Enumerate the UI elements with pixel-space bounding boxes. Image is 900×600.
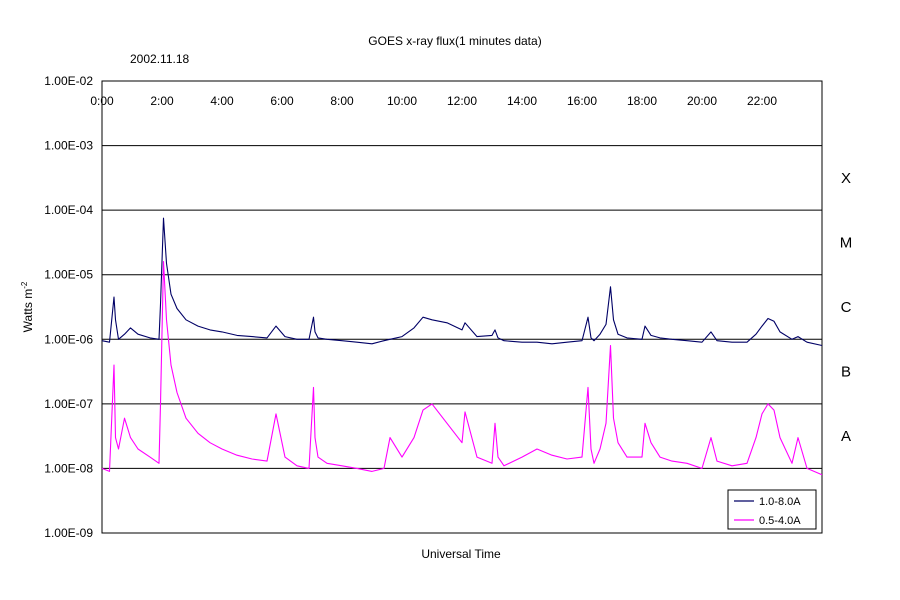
plot-area-border	[101, 80, 823, 534]
legend-box	[727, 489, 817, 530]
y-tick-label: 1.00E-02	[44, 74, 93, 88]
x-tick-label: 0:00	[90, 94, 114, 108]
flare-class-a: A	[841, 428, 851, 445]
y-tick-label: 1.00E-05	[44, 268, 93, 282]
flare-class-c: C	[841, 299, 852, 316]
x-tick-label: 8:00	[330, 94, 354, 108]
x-tick-label: 10:00	[387, 94, 417, 108]
x-tick-label: 12:00	[447, 94, 477, 108]
horizontal-gridlines	[102, 145, 822, 469]
series-line-05-4A	[101, 260, 823, 476]
x-tick-label: 22:00	[747, 94, 777, 108]
flare-class-x: X	[841, 170, 851, 187]
x-tick-label: 14:00	[507, 94, 537, 108]
chart-date: 2002.11.18	[130, 52, 189, 66]
y-tick-label: 1.00E-03	[44, 139, 93, 153]
x-tick-label: 4:00	[210, 94, 234, 108]
y-axis-tick-labels: 1.00E-02 1.00E-03 1.00E-04 1.00E-05 1.00E-06…	[44, 74, 93, 540]
chart-title: GOES x-ray flux(1 minutes data)	[368, 34, 541, 48]
y-tick-label: 1.00E-08	[44, 461, 93, 475]
series-line-1-8A	[101, 217, 823, 347]
flare-class-m: M	[840, 234, 853, 251]
x-tick-label: 6:00	[270, 94, 294, 108]
x-tick-label: 20:00	[687, 94, 717, 108]
flare-class-b: B	[841, 364, 851, 381]
data-series	[101, 217, 823, 476]
x-tick-label: 16:00	[567, 94, 597, 108]
y-tick-label: 1.00E-06	[44, 332, 93, 346]
x-axis-tick-labels: 0:00 2:00 4:00 6:00 8:00 10:00 12:00 14:00 16:00…	[90, 94, 777, 108]
y-axis-label-text: Watts m	[21, 289, 35, 333]
flare-class-labels: X M C B A	[840, 170, 853, 445]
y-tick-label: 1.00E-04	[44, 203, 93, 217]
legend-label-1-8A: 1.0-8.0A	[759, 496, 801, 508]
x-tick-label: 18:00	[627, 94, 657, 108]
legend: 1.0-8.0A 0.5-4.0A	[727, 489, 817, 530]
y-axis-label-exponent: -2	[20, 281, 29, 289]
x-tick-label: 2:00	[150, 94, 174, 108]
y-tick-label: 1.00E-09	[44, 526, 93, 540]
y-tick-label: 1.00E-07	[44, 397, 93, 411]
x-axis-label: Universal Time	[421, 547, 501, 561]
legend-label-05-4A: 0.5-4.0A	[759, 515, 801, 527]
y-axis-label: Watts m-2	[20, 281, 35, 332]
